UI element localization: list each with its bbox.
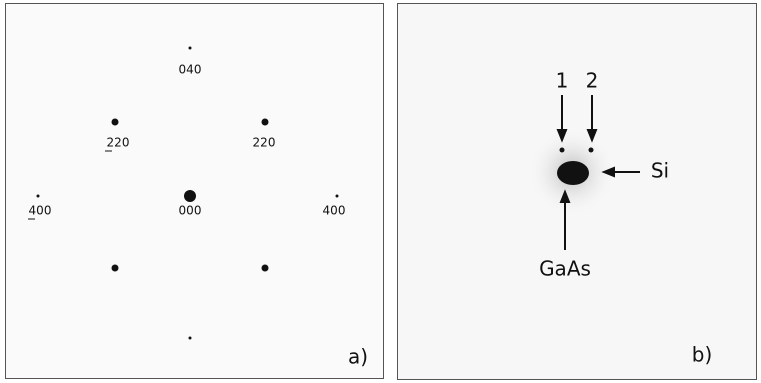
arrow-label: GaAs — [539, 257, 591, 281]
spot — [112, 265, 119, 272]
spot — [184, 190, 196, 202]
spot — [262, 119, 269, 126]
spot-label: 400 — [29, 204, 52, 218]
spot — [189, 47, 192, 50]
panel-a-frame — [6, 4, 384, 379]
central-spot — [557, 161, 589, 185]
spot-label: 040 — [179, 63, 202, 77]
spot — [112, 119, 119, 126]
spot — [189, 337, 192, 340]
spot-label: 220 — [107, 136, 130, 150]
panel-tag: b) — [692, 343, 713, 367]
page: 040 220 220 400 000 400 a) 1 2 Si GaAs b… — [0, 0, 761, 383]
spot-label: 400 — [323, 204, 346, 218]
arrow-label: 2 — [586, 69, 599, 93]
spot-label: 000 — [179, 204, 202, 218]
arrow-label: 1 — [556, 69, 569, 93]
spot — [336, 195, 339, 198]
panel-tag: a) — [348, 345, 368, 369]
spot — [37, 195, 40, 198]
arrow-label: Si — [651, 159, 669, 183]
spot-label: 220 — [253, 136, 276, 150]
spot — [589, 148, 594, 153]
figure: 040 220 220 400 000 400 a) 1 2 Si GaAs b… — [0, 0, 761, 383]
spot — [560, 148, 565, 153]
spot — [262, 265, 269, 272]
